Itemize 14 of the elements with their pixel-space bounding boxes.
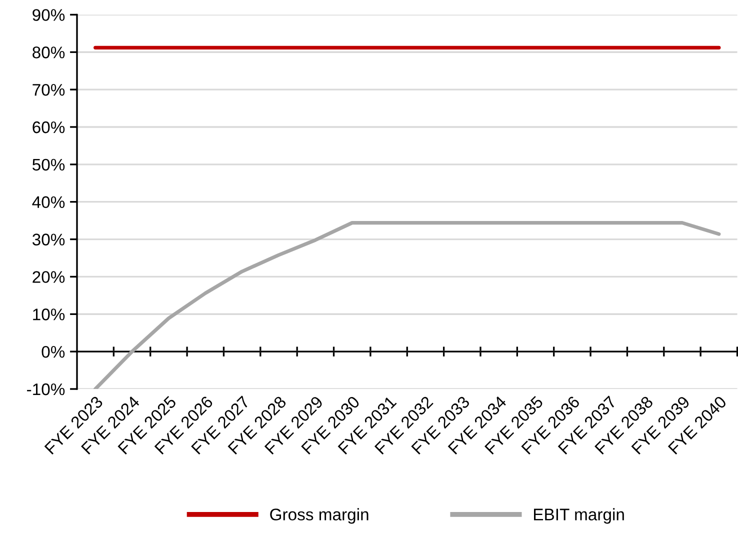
y-tick-label: 60% xyxy=(32,121,65,134)
legend-label: EBIT margin xyxy=(534,508,624,524)
y-tick-label: 0% xyxy=(42,346,65,358)
line-series xyxy=(94,221,721,389)
y-tick-label: 20% xyxy=(32,271,65,283)
y-tick-label: 80% xyxy=(32,46,65,58)
legend-label: Gross margin xyxy=(270,508,368,524)
y-tick-label: 70% xyxy=(32,84,65,96)
y-tick-label: 10% xyxy=(33,308,65,320)
y-tick-label: 50% xyxy=(32,158,65,171)
y-tick-label: -10% xyxy=(27,383,65,396)
y-tick-label: 40% xyxy=(32,196,65,208)
y-tick-label: 90% xyxy=(32,9,65,21)
y-tick-label: 30% xyxy=(32,234,65,246)
